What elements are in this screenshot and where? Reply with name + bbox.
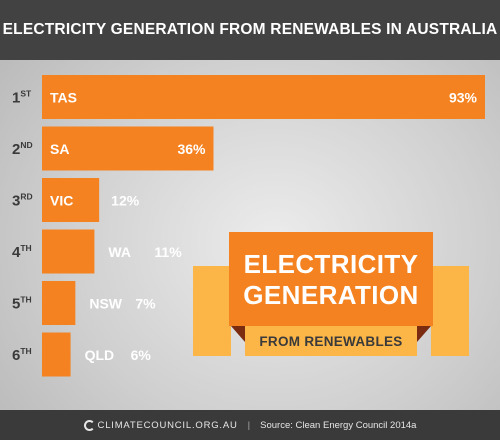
category-label: WA	[108, 244, 131, 260]
page-title: ELECTRICITY GENERATION FROM RENEWABLES I…	[0, 0, 500, 60]
logo-text: CLIMATECOUNCIL.ORG.AU	[97, 419, 238, 431]
badge-left-wing	[193, 266, 231, 356]
badge-line-2: GENERATION	[243, 279, 419, 310]
value-label: 11%	[154, 244, 182, 260]
bar	[42, 75, 485, 119]
value-label: 6%	[131, 347, 152, 363]
badge-right-wing	[431, 266, 469, 356]
rank-label: 3RD	[12, 192, 33, 210]
rank-label: 1ST	[12, 89, 32, 107]
source-text: Source: Clean Energy Council 2014a	[260, 419, 417, 431]
value-label: 36%	[177, 141, 206, 157]
bar	[42, 281, 76, 325]
category-label: QLD	[85, 347, 115, 363]
value-label: 7%	[135, 296, 156, 312]
badge-left-fold	[231, 326, 245, 342]
category-label: TAS	[50, 90, 77, 106]
rank-label: 2ND	[12, 140, 33, 158]
footer: CLIMATECOUNCIL.ORG.AU | Source: Clean En…	[0, 410, 500, 440]
badge-right-fold	[417, 326, 431, 342]
footer-separator: |	[247, 419, 251, 431]
value-label: 93%	[449, 90, 478, 106]
value-label: 12%	[111, 193, 140, 209]
bar	[42, 178, 100, 222]
badge-line-1: ELECTRICITY	[243, 248, 419, 279]
logo-icon	[83, 419, 95, 431]
rank-label: 5TH	[12, 295, 32, 313]
badge-strip: FROM RENEWABLES	[245, 326, 417, 356]
rank-label: 6TH	[12, 346, 32, 364]
category-label: VIC	[50, 193, 73, 209]
bar	[42, 126, 214, 171]
bar	[42, 229, 95, 274]
rank-label: 4TH	[12, 243, 32, 261]
bar	[42, 332, 71, 377]
title-badge: ELECTRICITY GENERATION FROM RENEWABLES	[193, 232, 469, 356]
badge-main: ELECTRICITY GENERATION	[229, 232, 433, 326]
bar-chart: 1ST TAS 93% 2ND SA 36% 3RD VIC 12% 4TH WA 11% 5TH NSW…	[12, 75, 485, 377]
category-label: NSW	[89, 296, 122, 312]
climate-council-logo: CLIMATECOUNCIL.ORG.AU	[83, 419, 238, 431]
category-label: SA	[50, 141, 69, 157]
